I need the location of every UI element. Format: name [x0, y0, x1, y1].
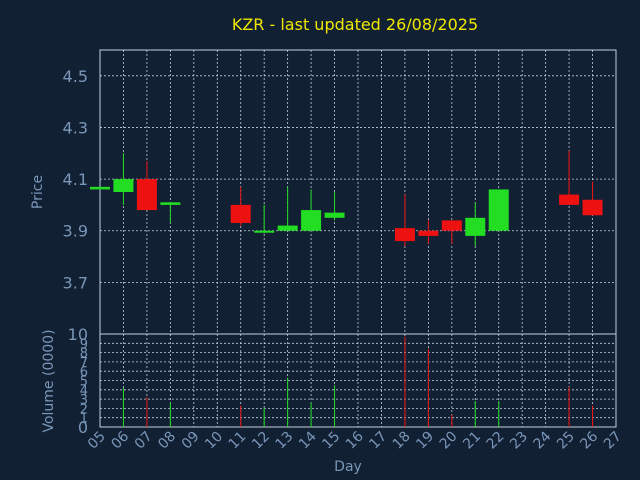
candle-05 [90, 186, 110, 190]
candle-body [113, 179, 134, 192]
candle-15 [324, 192, 345, 221]
x-tick-label: 07 [132, 429, 156, 453]
x-tick-label: 11 [226, 429, 250, 453]
x-tick-label: 18 [390, 429, 414, 453]
candle-body [301, 210, 322, 231]
candle-body [136, 179, 157, 211]
x-tick-label: 19 [413, 429, 437, 453]
x-tick-label: 21 [460, 429, 484, 453]
candle-body [418, 230, 439, 236]
x-tick-label: 12 [249, 429, 273, 453]
candle-body [90, 186, 110, 190]
x-tick-label: 22 [484, 429, 508, 453]
x-axis-label: Day [334, 459, 362, 475]
x-tick-label: 10 [202, 429, 226, 453]
candle-13 [277, 186, 298, 231]
candle-19 [418, 220, 439, 244]
price-y-tick-label: 4.3 [63, 118, 88, 137]
x-tick-label: 25 [554, 429, 578, 453]
candle-body [254, 230, 275, 233]
volume-y-tick-label: 8 [80, 347, 88, 362]
price-y-tick-label: 4.1 [63, 170, 88, 189]
price-y-tick-label: 4.5 [63, 67, 88, 86]
volume-y-tick-label: 7 [80, 356, 88, 371]
volume-y-tick-label: 10 [68, 325, 88, 344]
price-panel: 3.7 3.9 4.1 4.3 4.5 [63, 49, 617, 335]
x-tick-label: 26 [577, 428, 601, 452]
volume-y-tick-label: 3 [80, 393, 88, 408]
x-tick-label: 20 [437, 429, 461, 453]
candle-body [394, 228, 415, 242]
x-tick-label: 16 [343, 428, 367, 452]
volume-y-tick-label: 6 [80, 365, 88, 380]
candle-14 [301, 189, 322, 231]
volume-axis-label: Volume (0000) [41, 329, 57, 432]
x-tick-label: 15 [319, 429, 343, 453]
x-tick-label: 24 [531, 428, 555, 452]
candle-22 [488, 189, 509, 231]
x-tick-label: 08 [155, 429, 179, 453]
chart-title: KZR - last updated 26/08/2025 [232, 15, 478, 34]
candle-body [559, 194, 580, 205]
volume-y-tick-label: 1 [80, 412, 88, 427]
candle-07 [136, 161, 157, 211]
price-axis-label: Price [30, 175, 46, 209]
x-tick-label: 13 [273, 429, 297, 453]
candle-18 [394, 194, 415, 247]
volume-y-tick-label: 2 [80, 402, 88, 417]
x-tick-label: 27 [601, 429, 625, 453]
x-tick-label: 14 [296, 428, 320, 452]
candle-body [465, 217, 486, 236]
candle-25 [559, 150, 580, 205]
price-y-tick-label: 3.7 [63, 273, 88, 292]
candle-21 [465, 202, 486, 247]
x-tick-label: 05 [85, 429, 109, 453]
candle-26 [582, 181, 603, 216]
x-tick-label: 09 [179, 429, 203, 453]
x-tick-label: 23 [507, 429, 531, 453]
candle-body [488, 189, 509, 231]
x-tick-label: 06 [108, 428, 132, 452]
volume-y-tick-label: 5 [80, 375, 88, 390]
x-tick-label: 17 [366, 429, 390, 453]
candle-body [441, 220, 462, 231]
candle-body [277, 225, 298, 231]
volume-y-tick-label: 0 [78, 418, 88, 437]
candle-body [230, 204, 251, 223]
volume-panel: 05 06 07 08 09 10 11 12 13 14 15 16 17 18 19 20 21 22 23 24… [68, 325, 625, 452]
candle-20 [441, 220, 462, 244]
price-y-tick-label: 3.9 [63, 222, 88, 241]
volume-y-tick-label: 9 [80, 337, 88, 352]
candle-body [160, 202, 181, 205]
candle-12 [254, 204, 275, 234]
volume-y-tick-label: 4 [80, 384, 88, 399]
candle-06 [113, 153, 134, 205]
candle-11 [230, 186, 251, 226]
candle-body [324, 212, 345, 218]
candle-08 [160, 202, 181, 223]
candle-body [582, 199, 603, 216]
